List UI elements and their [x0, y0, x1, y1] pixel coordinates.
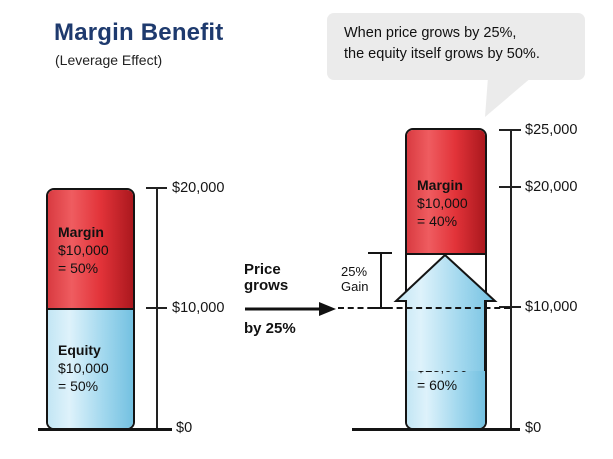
right-axis-tick-25000 — [499, 129, 521, 131]
price-grows-line-1: Price — [244, 261, 281, 278]
price-grows-arrow — [245, 302, 336, 316]
right-axis-label-20000: $20,000 — [525, 179, 578, 195]
callout-line-2: the equity itself grows by 50%. — [344, 46, 540, 62]
left-bar: Margin $10,000 = 50% Equity $10,000 = 50… — [46, 188, 135, 430]
right-axis-tick-20000 — [499, 186, 521, 188]
callout-text: When price grows by 25%, the equity itse… — [344, 23, 540, 65]
gain-label-line-1: 25% — [341, 264, 368, 279]
right-axis-label-25000: $25,000 — [525, 122, 578, 138]
equity-growth-up-arrow — [393, 253, 498, 371]
right-axis-label-10000: $10,000 — [525, 299, 578, 315]
left-margin-segment: Margin $10,000 = 50% — [48, 190, 133, 310]
left-axis-label-10000: $10,000 — [172, 300, 225, 316]
right-equity-share: = 60% — [417, 377, 458, 393]
left-axis-tick-10000 — [146, 307, 167, 309]
left-equity-name: Equity — [58, 342, 101, 358]
page-subtitle: (Leverage Effect) — [55, 52, 163, 68]
by-25-label: by 25% — [244, 320, 296, 337]
gain-bracket-line — [380, 253, 382, 309]
callout-bubble: When price grows by 25%, the equity itse… — [327, 13, 585, 80]
gain-bracket-bottom-cap — [368, 307, 392, 309]
right-margin-amount: $10,000 — [417, 195, 468, 211]
left-axis-tick-20000 — [146, 187, 167, 189]
right-axis-label-0: $0 — [525, 420, 542, 436]
right-baseline — [352, 428, 520, 431]
right-margin-share: = 40% — [417, 213, 458, 229]
left-axis-label-20000: $20,000 — [172, 180, 225, 196]
left-equity-share: = 50% — [58, 378, 99, 394]
left-axis-label-0: $0 — [176, 420, 193, 436]
left-margin-name: Margin — [58, 224, 104, 240]
right-axis-line — [510, 130, 512, 429]
left-equity-segment: Equity $10,000 = 50% — [48, 310, 133, 428]
right-margin-name: Margin — [417, 177, 463, 193]
price-grows-line-2: grows — [244, 277, 289, 294]
left-margin-share: = 50% — [58, 260, 99, 276]
callout-line-1: When price grows by 25%, — [344, 25, 517, 41]
gain-label-line-2: Gain — [341, 279, 369, 294]
right-margin-segment: Margin $10,000 = 40% — [407, 130, 485, 255]
gain-label: 25% Gain — [341, 264, 368, 294]
gain-bracket-top-cap — [368, 252, 392, 254]
left-margin-amount: $10,000 — [58, 242, 109, 258]
left-equity-amount: $10,000 — [58, 360, 109, 376]
left-baseline — [38, 428, 172, 431]
price-grows-label: Price grows — [244, 262, 288, 294]
dashed-10000-line — [338, 307, 510, 309]
callout-tail — [485, 77, 532, 117]
right-axis-tick-10000 — [499, 306, 521, 308]
page-title: Margin Benefit — [54, 19, 224, 46]
